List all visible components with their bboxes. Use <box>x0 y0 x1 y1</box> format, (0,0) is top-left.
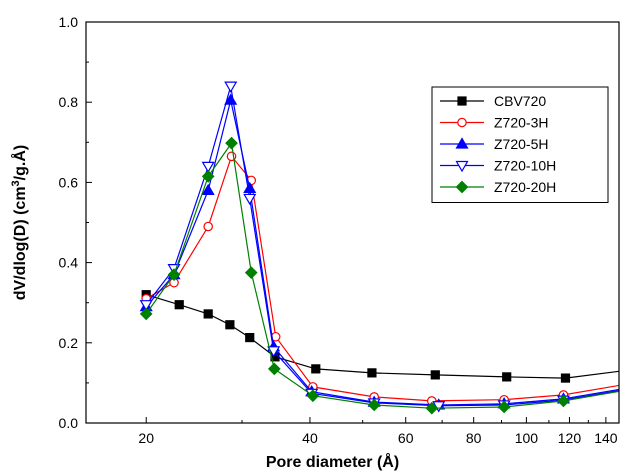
plot-area <box>85 21 620 424</box>
data-point <box>224 81 238 93</box>
series-z720-20h <box>139 136 619 415</box>
legend-item: Z720-10H <box>440 158 556 174</box>
y-tick-label: 0.4 <box>59 255 79 271</box>
data-point <box>557 394 570 408</box>
legend-label: Z720-20H <box>494 179 556 195</box>
data-point <box>243 193 257 206</box>
legend-label: Z720-10H <box>494 158 556 174</box>
data-point <box>267 346 281 358</box>
data-point <box>245 332 255 343</box>
data-point <box>139 300 153 312</box>
y-axis: 0.0 0.2 0.4 0.6 0.8 1.0 <box>59 14 92 431</box>
data-point <box>306 389 320 403</box>
y-axis-title: dV/dlog(D) (cm3/g.Å) <box>10 145 29 300</box>
x-axis: 20 40 60 80 100 120 140 <box>138 417 618 446</box>
data-point <box>367 398 381 412</box>
data-point <box>174 300 184 310</box>
data-point <box>201 161 215 174</box>
legend: CBV720 Z720-3H Z720-5H Z720-10H Z720-20H <box>431 86 609 203</box>
data-point <box>167 268 181 281</box>
data-point <box>311 364 321 374</box>
y-tick-label: 0.8 <box>59 94 79 110</box>
y-tick-label: 0.2 <box>59 335 79 351</box>
y-tick-label: 0.0 <box>59 415 79 431</box>
series-line <box>145 155 619 402</box>
x-tick-label: 60 <box>398 430 414 446</box>
series-layer <box>139 81 619 415</box>
data-point <box>225 320 235 330</box>
series-line <box>145 86 619 407</box>
data-point <box>425 401 439 415</box>
data-point <box>203 221 213 232</box>
legend-swatch-marker <box>455 180 469 194</box>
legend-label: CBV720 <box>494 93 546 109</box>
data-point <box>243 181 257 194</box>
legend-item: CBV720 <box>440 93 546 109</box>
data-point <box>560 373 571 383</box>
y-tick-label: 0.6 <box>59 174 79 190</box>
data-point <box>139 307 153 321</box>
legend-item: Z720-20H <box>440 179 556 195</box>
series-line <box>145 100 619 406</box>
data-point <box>244 266 258 279</box>
y-axis-title-tail: /g.Å) <box>10 145 29 181</box>
x-tick-label: 100 <box>515 430 539 446</box>
x-tick-label: 80 <box>466 430 482 446</box>
legend-label: Z720-3H <box>494 115 548 131</box>
series-cbv720 <box>141 290 619 383</box>
data-point <box>497 400 511 414</box>
legend-swatch-marker <box>457 117 467 128</box>
y-tick-label: 1.0 <box>59 14 79 30</box>
legend-swatch-marker <box>455 160 469 173</box>
data-point <box>201 183 215 196</box>
legend-item: Z720-3H <box>440 115 548 131</box>
x-axis-title: Pore diameter (Å) <box>266 452 399 471</box>
data-point <box>267 362 281 376</box>
legend-item: Z720-5H <box>440 136 548 152</box>
series-line <box>145 141 619 409</box>
x-tick-label: 140 <box>594 430 618 446</box>
x-tick-label: 40 <box>302 430 318 446</box>
legend-label: Z720-5H <box>494 136 548 152</box>
data-point <box>367 368 377 378</box>
data-point <box>430 370 440 380</box>
y-axis-title-main: dV/dlog(D) (cm <box>12 186 29 300</box>
x-tick-label: 20 <box>138 430 154 446</box>
series-line <box>146 294 619 379</box>
legend-swatch-marker <box>457 96 467 106</box>
x-tick-label: 120 <box>558 430 582 446</box>
data-point <box>502 372 512 382</box>
plot-frame <box>85 21 620 424</box>
data-point <box>225 136 238 150</box>
data-point <box>201 170 215 183</box>
y-axis-title-sup: 3 <box>10 180 22 186</box>
legend-swatch-marker <box>455 137 469 149</box>
data-point <box>203 309 213 319</box>
